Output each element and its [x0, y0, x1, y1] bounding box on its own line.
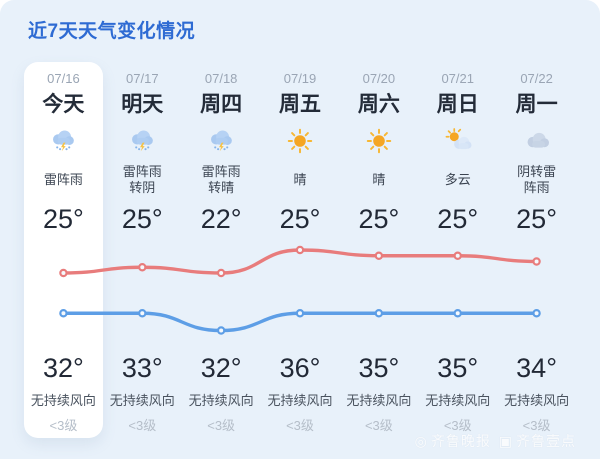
day-label: 周日 — [436, 93, 479, 116]
weather-desc: 雷阵雨 转晴 — [201, 164, 241, 195]
high-temp: 35° — [358, 353, 400, 383]
watermark: ◎ 齐鲁晚报 ▣ 齐鲁壹点 — [412, 431, 576, 451]
day-label: 周六 — [357, 93, 400, 116]
high-temp: 33° — [121, 353, 163, 383]
weather-desc: 晴 — [293, 172, 307, 187]
cloudy-icon — [522, 123, 552, 159]
weather-desc: 多云 — [444, 172, 471, 187]
watermark-logo2-icon: ▣ — [498, 433, 513, 449]
forecast-column-07-19[interactable]: 07/19 周五晴 25° 36° 无持续风向 <3级 — [261, 62, 340, 438]
watermark-logo1-icon: ◎ — [414, 433, 428, 449]
low-temp: 25° — [43, 204, 84, 234]
low-temp: 25° — [279, 204, 321, 234]
wind-direction: 无持续风向 — [504, 393, 570, 408]
wind-direction: 无持续风向 — [346, 393, 412, 408]
thunderstorm-icon — [127, 123, 157, 159]
day-label: 周五 — [279, 93, 321, 116]
watermark-brand2: 齐鲁壹点 — [516, 433, 576, 449]
wind-direction: 无持续风向 — [425, 393, 491, 408]
weather-desc: 雷阵雨 — [43, 172, 83, 187]
low-temp: 25° — [121, 204, 163, 234]
date-label: 07/21 — [441, 71, 474, 86]
low-temp: 22° — [200, 204, 242, 234]
wind-level: <3级 — [364, 418, 393, 433]
day-label: 明天 — [121, 93, 164, 116]
forecast-column-07-18[interactable]: 07/18 周四雷阵雨 转晴 22° 32° 无持续风向 <3级 — [182, 62, 261, 438]
forecast-column-07-17[interactable]: 07/17 明天雷阵雨 转阴 25° 33° 无持续风向 <3级 — [103, 62, 182, 438]
wind-level: <3级 — [522, 418, 551, 433]
low-temp: 25° — [437, 204, 479, 234]
weather-desc: 晴 — [372, 172, 386, 187]
wind-direction: 无持续风向 — [109, 393, 175, 408]
date-label: 07/20 — [362, 71, 396, 86]
high-temp: 34° — [516, 353, 557, 383]
day-label: 周四 — [200, 93, 243, 116]
high-temp: 32° — [43, 353, 84, 383]
wind-direction: 无持续风向 — [267, 393, 333, 408]
wind-direction: 无持续风向 — [30, 393, 96, 408]
watermark-brand1: 齐鲁晚报 — [430, 433, 491, 449]
date-label: 07/16 — [47, 71, 80, 86]
date-label: 07/22 — [520, 71, 553, 86]
high-temp: 36° — [279, 353, 321, 383]
wind-level: <3级 — [128, 418, 157, 433]
thunderstorm-icon — [206, 123, 236, 159]
forecast-column-07-22[interactable]: 07/22 周一阴转雷 阵雨 25° 34° 无持续风向 <3级 — [497, 62, 576, 438]
date-label: 07/18 — [204, 71, 238, 86]
page-title: 近7天天气变化情况 — [28, 21, 196, 42]
day-label: 今天 — [42, 93, 85, 116]
partly-cloudy-icon — [443, 123, 473, 159]
wind-level: <3级 — [207, 418, 236, 433]
date-label: 07/19 — [283, 71, 317, 86]
low-temp: 25° — [516, 204, 557, 234]
sunny-icon — [285, 123, 315, 159]
forecast-column-07-21[interactable]: 07/21 周日多云 25° 35° 无持续风向 <3级 — [418, 62, 497, 438]
forecast-columns: 07/16 今天雷阵雨 25° 32° 无持续风向 <3级 07/17 明天雷阵雨 转阴 25°… — [24, 62, 576, 438]
thunderstorm-icon — [48, 123, 78, 159]
day-label: 周一 — [515, 93, 558, 116]
high-temp: 35° — [437, 353, 479, 383]
weather-desc: 阴转雷 阵雨 — [517, 164, 557, 195]
forecast-column-07-16[interactable]: 07/16 今天雷阵雨 25° 32° 无持续风向 <3级 — [24, 62, 103, 438]
wind-level: <3级 — [443, 418, 472, 433]
date-label: 07/17 — [126, 71, 159, 86]
wind-level: <3级 — [286, 418, 314, 433]
wind-direction: 无持续风向 — [188, 393, 254, 408]
high-temp: 32° — [200, 353, 242, 383]
sunny-icon — [364, 123, 394, 159]
forecast-column-07-20[interactable]: 07/20 周六晴 25° 35° 无持续风向 <3级 — [339, 62, 418, 438]
wind-level: <3级 — [49, 418, 78, 433]
weather-desc: 雷阵雨 转阴 — [122, 164, 162, 195]
low-temp: 25° — [358, 204, 400, 234]
